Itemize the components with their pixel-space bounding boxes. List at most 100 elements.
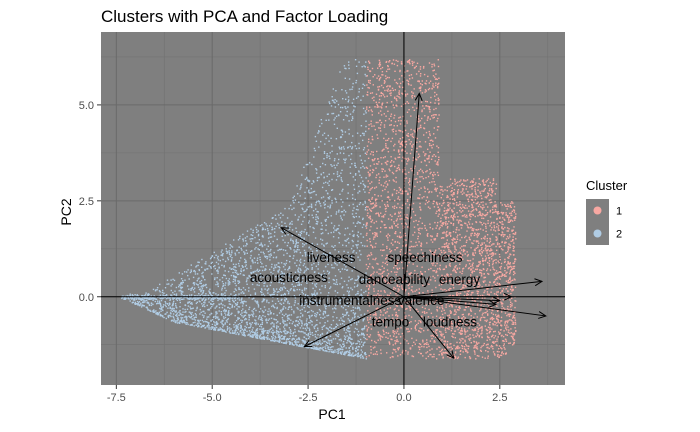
cluster-1-point — [372, 154, 374, 156]
cluster-2-point — [336, 300, 339, 302]
cluster-1-point — [377, 195, 379, 197]
cluster-2-point — [362, 318, 365, 321]
cluster-2-point — [323, 204, 326, 206]
cluster-1-point — [380, 294, 382, 297]
cluster-1-point — [408, 294, 410, 296]
cluster-1-point — [394, 205, 396, 207]
cluster-2-point — [182, 317, 184, 319]
cluster-1-point — [447, 204, 450, 206]
cluster-2-point — [269, 242, 272, 245]
cluster-2-point — [290, 319, 292, 321]
cluster-1-point — [452, 193, 454, 195]
cluster-2-point — [190, 297, 192, 299]
cluster-2-point — [241, 297, 243, 299]
cluster-2-point — [290, 306, 292, 308]
cluster-2-point — [249, 332, 252, 334]
cluster-1-point — [391, 227, 393, 229]
cluster-1-point — [398, 242, 401, 244]
cluster-2-point — [261, 318, 263, 320]
cluster-2-point — [266, 301, 268, 303]
cluster-2-point — [229, 323, 231, 325]
cluster-2-point — [284, 299, 286, 301]
cluster-2-point — [228, 283, 231, 285]
cluster-1-point — [376, 212, 378, 214]
cluster-1-point — [438, 159, 440, 161]
cluster-1-point — [461, 215, 464, 217]
cluster-1-point — [409, 204, 411, 206]
cluster-2-point — [263, 306, 266, 308]
cluster-1-point — [450, 346, 452, 348]
cluster-1-point — [435, 270, 438, 272]
cluster-2-point — [217, 255, 219, 258]
cluster-2-point — [218, 310, 220, 312]
cluster-1-point — [385, 258, 387, 260]
cluster-1-point — [486, 212, 489, 214]
cluster-2-point — [271, 305, 273, 308]
cluster-2-point — [362, 83, 364, 85]
cluster-2-point — [241, 334, 244, 336]
cluster-1-point — [435, 78, 437, 80]
cluster-1-point — [508, 243, 510, 245]
cluster-2-point — [353, 235, 355, 237]
cluster-2-point — [260, 319, 263, 321]
cluster-2-point — [361, 294, 363, 297]
cluster-1-point — [437, 117, 439, 120]
cluster-2-point — [222, 320, 224, 322]
cluster-1-point — [418, 278, 420, 280]
cluster-1-point — [405, 315, 407, 317]
cluster-2-point — [230, 274, 233, 277]
cluster-1-point — [507, 268, 509, 270]
cluster-2-point — [364, 245, 366, 247]
cluster-2-point — [285, 262, 287, 265]
cluster-1-point — [407, 82, 410, 85]
cluster-1-point — [380, 121, 383, 124]
cluster-2-point — [208, 316, 210, 318]
cluster-2-point — [142, 299, 145, 301]
cluster-1-point — [502, 233, 504, 236]
cluster-2-point — [274, 214, 277, 216]
cluster-2-point — [260, 291, 262, 293]
cluster-2-point — [304, 255, 307, 257]
cluster-2-point — [217, 259, 220, 261]
cluster-2-point — [264, 330, 266, 332]
cluster-1-point — [475, 347, 478, 349]
cluster-2-point — [318, 131, 320, 133]
cluster-2-point — [308, 306, 310, 308]
cluster-2-point — [254, 331, 257, 333]
cluster-2-point — [179, 286, 182, 288]
cluster-2-point — [337, 114, 340, 116]
cluster-1-point — [457, 216, 459, 218]
cluster-2-point — [235, 303, 238, 306]
cluster-2-point — [315, 315, 317, 318]
cluster-2-point — [334, 106, 337, 108]
cluster-2-point — [187, 285, 189, 287]
cluster-2-point — [354, 313, 356, 315]
cluster-2-point — [210, 327, 212, 329]
cluster-2-point — [321, 285, 323, 287]
cluster-2-point — [312, 334, 314, 336]
cluster-2-point — [355, 208, 358, 211]
cluster-2-point — [357, 209, 359, 211]
cluster-2-point — [285, 313, 287, 315]
cluster-2-point — [211, 298, 213, 300]
cluster-2-point — [270, 253, 272, 255]
cluster-2-point — [190, 324, 192, 326]
cluster-2-point — [197, 297, 200, 299]
cluster-2-point — [283, 254, 285, 256]
cluster-2-point — [230, 254, 232, 256]
cluster-1-point — [428, 161, 430, 163]
cluster-2-point — [319, 342, 321, 344]
cluster-2-point — [355, 343, 357, 345]
cluster-2-point — [365, 125, 367, 128]
cluster-2-point — [312, 347, 314, 349]
cluster-2-point — [249, 314, 251, 316]
cluster-2-point — [293, 338, 295, 340]
cluster-2-point — [214, 265, 216, 267]
cluster-2-point — [270, 339, 272, 342]
cluster-2-point — [240, 302, 242, 304]
cluster-2-point — [249, 322, 251, 324]
cluster-2-point — [283, 328, 286, 330]
cluster-1-point — [409, 309, 411, 311]
cluster-2-point — [222, 326, 224, 328]
cluster-2-point — [356, 323, 358, 326]
